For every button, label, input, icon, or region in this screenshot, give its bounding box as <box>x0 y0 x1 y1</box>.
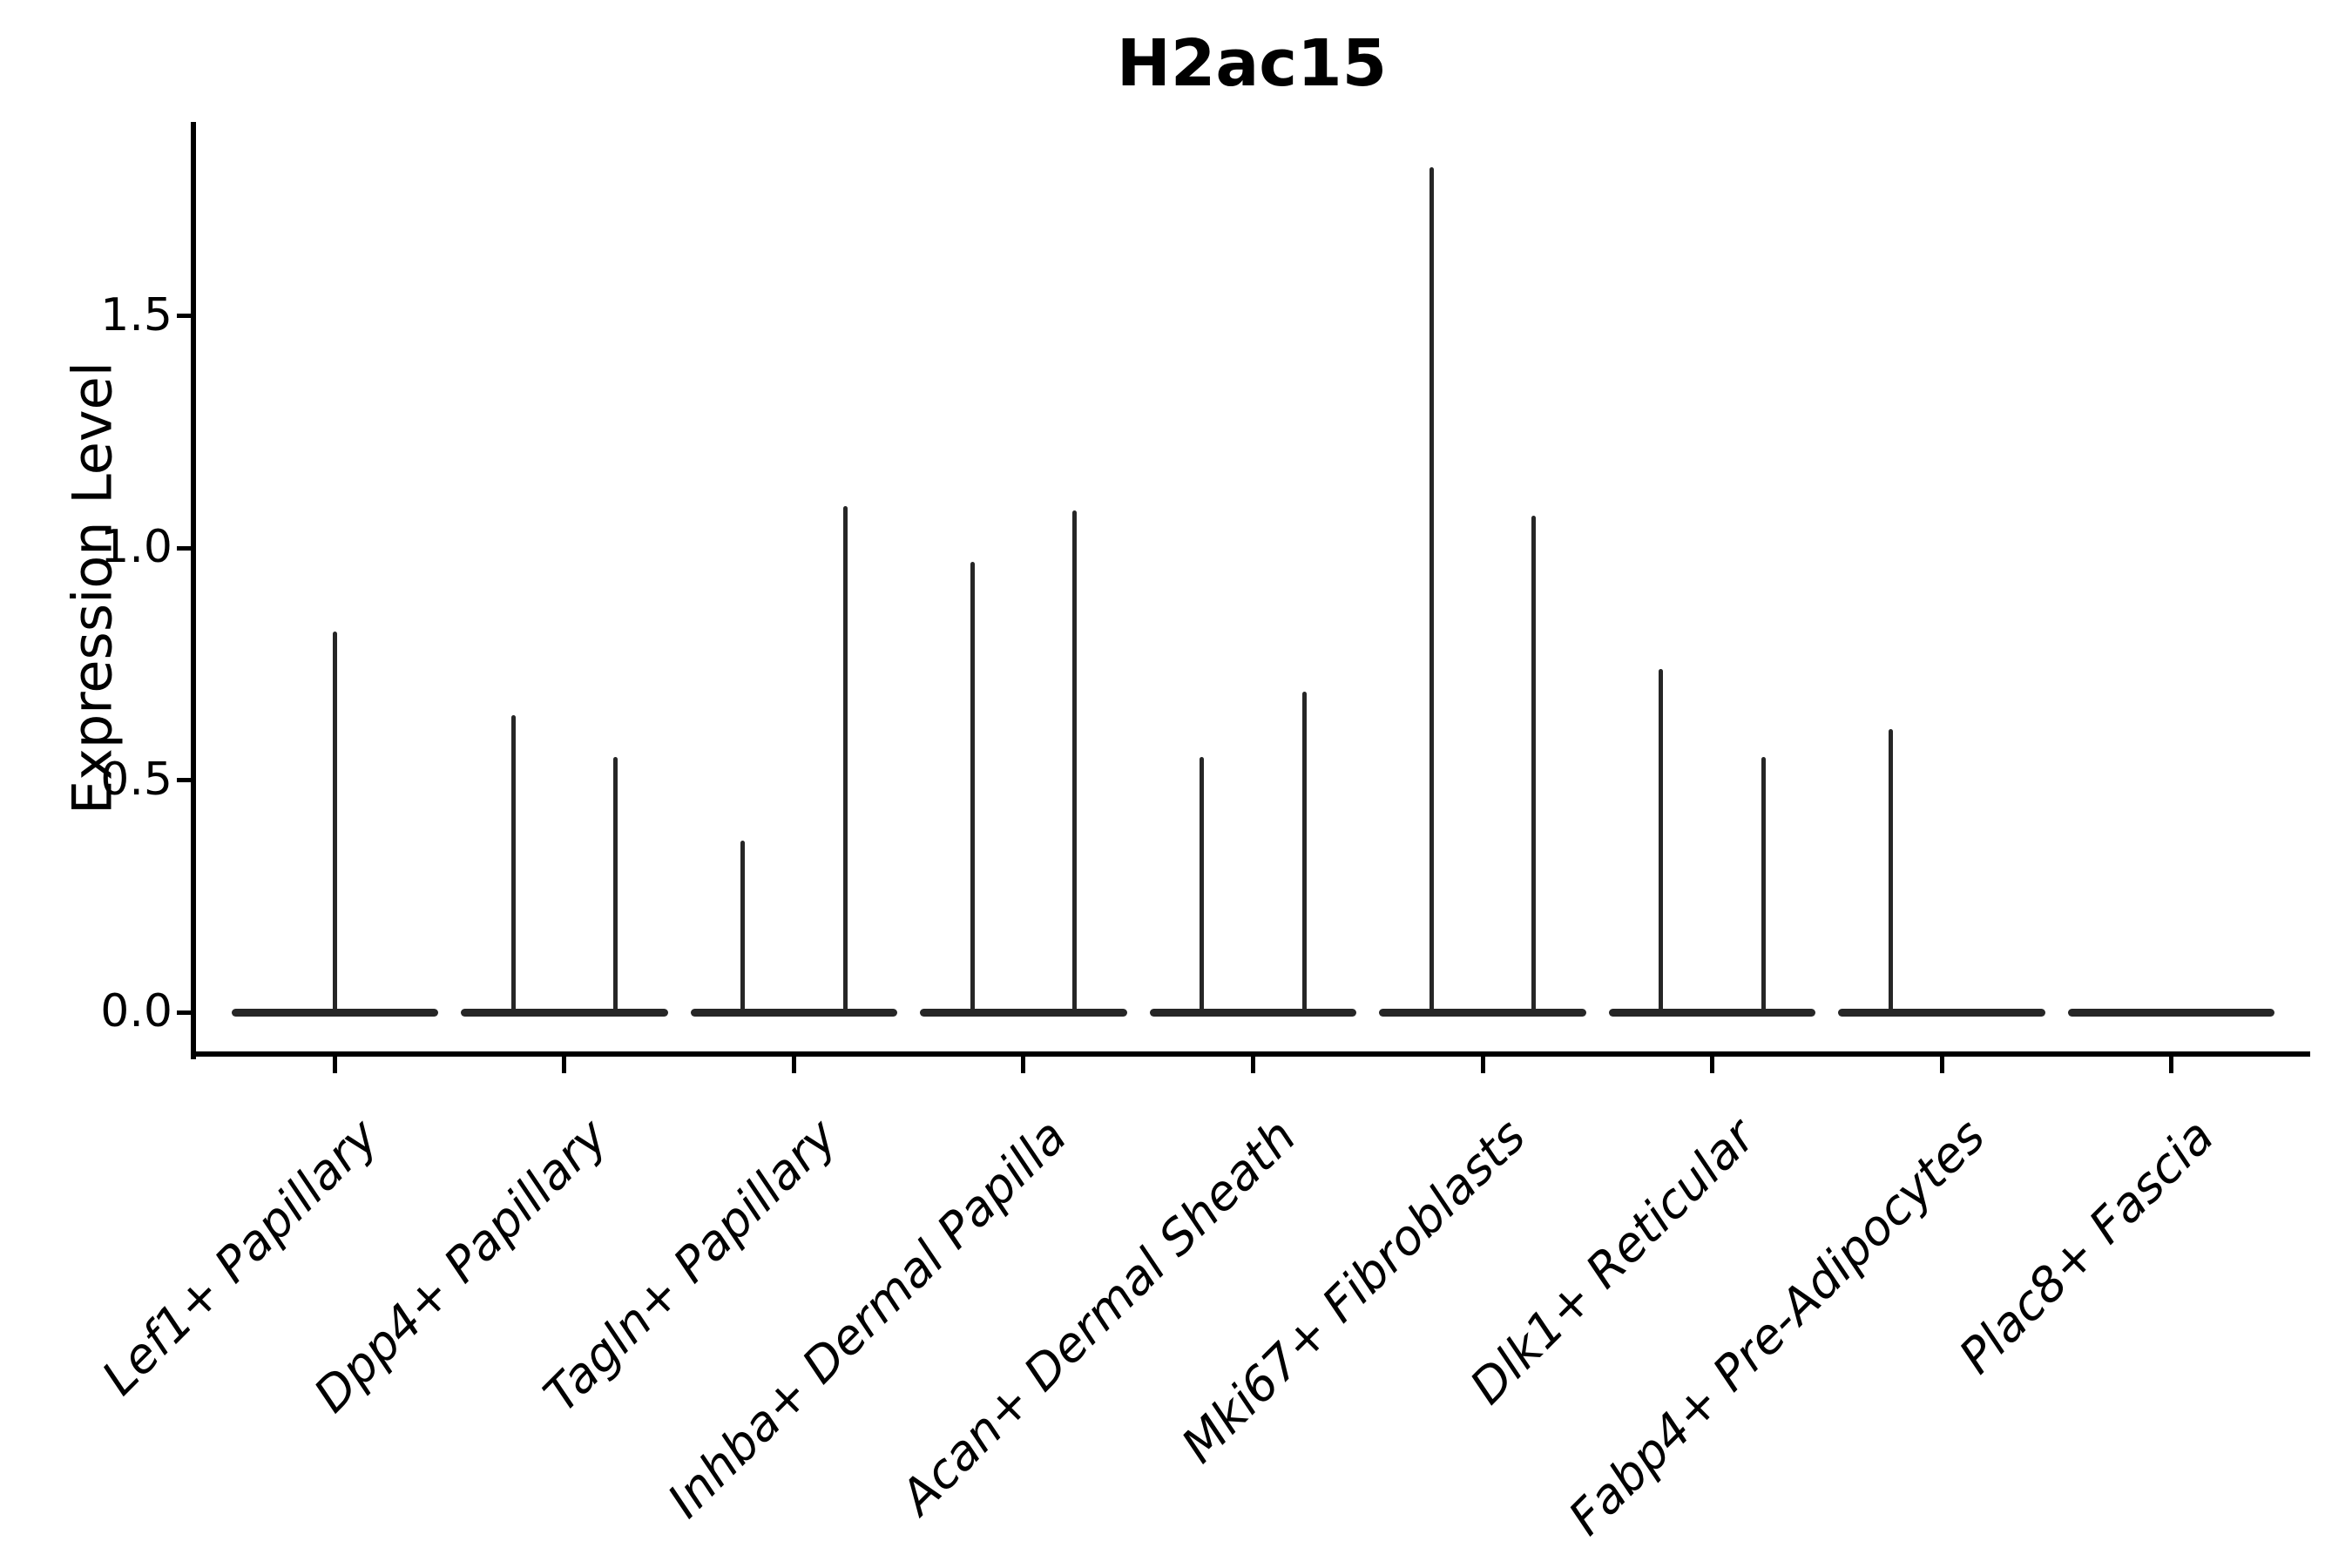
x-tick <box>1251 1054 1255 1073</box>
violin-spike <box>740 840 746 1016</box>
x-tick <box>332 1054 337 1073</box>
violin-spike <box>842 506 848 1016</box>
y-tick-label: 1.5 <box>100 288 172 341</box>
violin-spike <box>1531 515 1537 1015</box>
x-tick-label: Acan+ Dermal Sheath <box>889 1108 1307 1525</box>
y-tick <box>177 1010 191 1015</box>
y-tick-label: 0.5 <box>100 753 172 806</box>
violin-spike <box>970 562 975 1016</box>
violin-body <box>920 1008 1127 1017</box>
x-tick <box>1939 1054 1944 1073</box>
x-tick-label: Inhba+ Dermal Papilla <box>656 1108 1078 1529</box>
violin-spike <box>1761 756 1766 1016</box>
violin-spike <box>1301 692 1307 1016</box>
violin-body <box>1608 1008 1816 1017</box>
violin-spike <box>613 756 618 1016</box>
violin-spike <box>510 714 516 1016</box>
y-tick-label: 0.0 <box>100 984 172 1037</box>
x-tick <box>791 1054 796 1073</box>
x-tick <box>1021 1054 1026 1073</box>
violin-body <box>1838 1008 2045 1017</box>
violin-spike <box>1429 166 1434 1015</box>
x-tick-label: Fabp4+ Pre-Adipocytes <box>1557 1108 1996 1546</box>
y-axis-spine <box>191 122 196 1059</box>
violin-spike <box>1659 668 1664 1015</box>
violin-body <box>2067 1008 2275 1017</box>
y-tick-label: 1.0 <box>100 520 172 573</box>
violin-spike <box>1072 510 1078 1016</box>
chart-title: H2ac15 <box>1116 26 1388 101</box>
y-tick <box>177 545 191 551</box>
y-tick <box>177 778 191 783</box>
x-tick <box>1710 1054 1715 1073</box>
y-tick <box>177 314 191 319</box>
x-axis-spine <box>191 1051 2310 1057</box>
x-tick <box>1480 1054 1485 1073</box>
violin-body <box>690 1008 898 1017</box>
y-axis-label: Expression Level <box>60 362 125 814</box>
violin-spike <box>1888 728 1893 1016</box>
violin-body <box>461 1008 668 1017</box>
violin-body <box>1379 1008 1586 1017</box>
violin-body <box>1149 1008 1357 1017</box>
x-tick <box>2169 1054 2174 1073</box>
violin-spike <box>332 631 337 1016</box>
violin-spike <box>1200 756 1205 1016</box>
x-tick <box>562 1054 567 1073</box>
